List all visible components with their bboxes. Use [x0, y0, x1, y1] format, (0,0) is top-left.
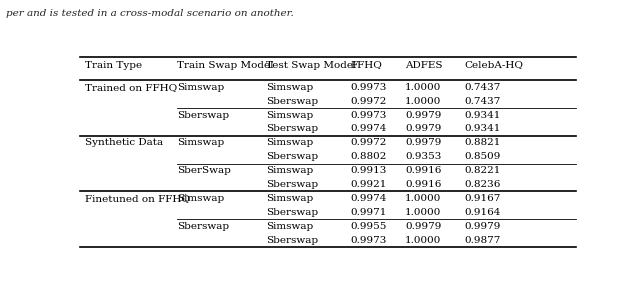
Text: 0.9913: 0.9913: [350, 166, 387, 175]
Text: Sberswap: Sberswap: [177, 222, 229, 231]
Text: 1.0000: 1.0000: [405, 194, 441, 203]
Text: Sberswap: Sberswap: [266, 152, 318, 161]
Text: 0.8821: 0.8821: [465, 138, 500, 147]
Text: Synthetic Data: Synthetic Data: [85, 138, 163, 147]
Text: 0.9979: 0.9979: [465, 222, 500, 231]
Text: 0.9921: 0.9921: [350, 180, 387, 189]
Text: 0.9972: 0.9972: [350, 138, 387, 147]
Text: Test Swap Model: Test Swap Model: [266, 60, 356, 70]
Text: 0.9979: 0.9979: [405, 138, 441, 147]
Text: CelebA-HQ: CelebA-HQ: [465, 60, 524, 70]
Text: 0.8802: 0.8802: [350, 152, 387, 161]
Text: 0.7437: 0.7437: [465, 83, 500, 92]
Text: 0.8236: 0.8236: [465, 180, 500, 189]
Text: 1.0000: 1.0000: [405, 236, 441, 245]
Text: 0.9973: 0.9973: [350, 111, 387, 119]
Text: 1.0000: 1.0000: [405, 83, 441, 92]
Text: 0.9979: 0.9979: [405, 111, 441, 119]
Text: Train Swap Model: Train Swap Model: [177, 60, 273, 70]
Text: Simswap: Simswap: [266, 194, 313, 203]
Text: 0.9974: 0.9974: [350, 194, 387, 203]
Text: Sberswap: Sberswap: [266, 208, 318, 217]
Text: 1.0000: 1.0000: [405, 208, 441, 217]
Text: Simswap: Simswap: [266, 222, 313, 231]
Text: Finetuned on FFHQ: Finetuned on FFHQ: [85, 194, 190, 203]
Text: Sberswap: Sberswap: [266, 125, 318, 133]
Text: per and is tested in a cross-modal scenario on another.: per and is tested in a cross-modal scena…: [6, 9, 294, 18]
Text: FFHQ: FFHQ: [350, 60, 382, 70]
Text: Sberswap: Sberswap: [177, 111, 229, 119]
Text: 0.9974: 0.9974: [350, 125, 387, 133]
Text: 0.9164: 0.9164: [465, 208, 500, 217]
Text: 0.9877: 0.9877: [465, 236, 500, 245]
Text: Simswap: Simswap: [266, 138, 313, 147]
Text: 0.9353: 0.9353: [405, 152, 441, 161]
Text: 0.9972: 0.9972: [350, 97, 387, 106]
Text: 0.9979: 0.9979: [405, 222, 441, 231]
Text: 0.7437: 0.7437: [465, 97, 500, 106]
Text: SberSwap: SberSwap: [177, 166, 230, 175]
Text: 0.9916: 0.9916: [405, 166, 441, 175]
Text: Simswap: Simswap: [266, 166, 313, 175]
Text: Simswap: Simswap: [266, 83, 313, 92]
Text: 0.8221: 0.8221: [465, 166, 500, 175]
Text: Simswap: Simswap: [177, 138, 224, 147]
Text: Sberswap: Sberswap: [266, 236, 318, 245]
Text: Simswap: Simswap: [266, 111, 313, 119]
Text: 0.9341: 0.9341: [465, 125, 500, 133]
Text: 0.9971: 0.9971: [350, 208, 387, 217]
Text: Simswap: Simswap: [177, 194, 224, 203]
Text: 0.9341: 0.9341: [465, 111, 500, 119]
Text: Sberswap: Sberswap: [266, 180, 318, 189]
Text: 0.9973: 0.9973: [350, 236, 387, 245]
Text: Trained on FFHQ: Trained on FFHQ: [85, 83, 177, 92]
Text: Train Type: Train Type: [85, 60, 142, 70]
Text: 1.0000: 1.0000: [405, 97, 441, 106]
Text: 0.9167: 0.9167: [465, 194, 500, 203]
Text: 0.9916: 0.9916: [405, 180, 441, 189]
Text: 0.9955: 0.9955: [350, 222, 387, 231]
Text: 0.9973: 0.9973: [350, 83, 387, 92]
Text: 0.8509: 0.8509: [465, 152, 500, 161]
Text: Sberswap: Sberswap: [266, 97, 318, 106]
Text: 0.9979: 0.9979: [405, 125, 441, 133]
Text: Simswap: Simswap: [177, 83, 224, 92]
Text: ADFES: ADFES: [405, 60, 442, 70]
